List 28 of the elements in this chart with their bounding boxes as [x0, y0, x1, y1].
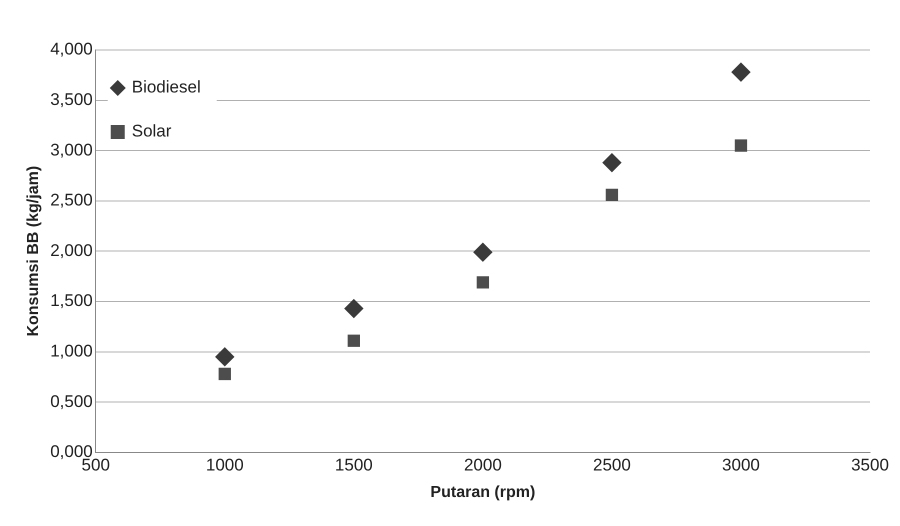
x-tick-label: 3000 — [722, 455, 760, 474]
point — [218, 368, 231, 380]
x-axis-title: Putaran (rpm) — [430, 484, 536, 501]
legend-label: Solar — [132, 122, 172, 141]
y-tick-label: 4,000 — [50, 40, 93, 59]
y-axis-title: Konsumsi BB (kg/jam) — [25, 166, 42, 337]
y-tick-label: 0,500 — [50, 392, 93, 411]
y-tick-label: 1,500 — [50, 291, 93, 310]
point — [734, 139, 748, 152]
point — [602, 153, 622, 172]
point — [344, 299, 364, 318]
x-tick-label: 2000 — [464, 455, 502, 474]
point — [606, 188, 618, 202]
legend-label: Biodiesel — [132, 78, 201, 97]
y-tick-label: 3,000 — [50, 140, 93, 160]
x-tick-label: 2500 — [593, 455, 631, 474]
x-tick-label: 3500 — [851, 455, 889, 474]
point — [731, 62, 750, 82]
point — [473, 242, 492, 262]
x-tick-label: 1000 — [206, 455, 244, 474]
y-tick-label: 2,500 — [50, 190, 93, 210]
x-tick-label: 1500 — [334, 455, 373, 474]
point — [348, 334, 360, 347]
point — [215, 347, 234, 366]
y-tick-label: 2,000 — [50, 240, 93, 260]
y-tick-label: 1,000 — [50, 341, 93, 360]
y-tick-label: 3,500 — [50, 90, 93, 109]
point — [476, 276, 490, 289]
